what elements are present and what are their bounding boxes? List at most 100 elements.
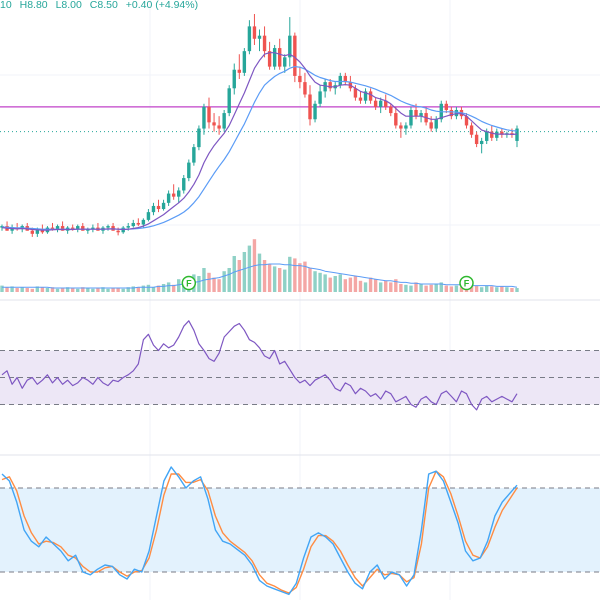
volume-bar (313, 271, 317, 292)
candle (232, 69, 236, 89)
volume-bar (207, 272, 211, 292)
volume-bar (419, 284, 423, 292)
volume-bar (363, 282, 368, 292)
volume-ma-line (2, 263, 518, 289)
volume-bar (505, 287, 509, 292)
candle (242, 51, 247, 73)
candle (373, 100, 378, 107)
volume-bar (444, 285, 449, 292)
volume-bar (227, 268, 231, 292)
volume-bar (141, 285, 146, 292)
candle (131, 222, 135, 227)
candle (298, 75, 302, 83)
volume-bar (328, 277, 332, 292)
volume-bar (277, 268, 282, 292)
volume-bar (318, 272, 322, 292)
candle (389, 106, 393, 114)
volume-bar (353, 276, 358, 292)
candle (86, 229, 90, 231)
volume-bar (106, 288, 110, 292)
volume-bar (283, 269, 287, 292)
candle (192, 147, 196, 163)
volume-bar (55, 288, 60, 292)
candle (50, 227, 55, 230)
volume-bar (146, 284, 151, 292)
volume-bar (394, 279, 398, 292)
candle (166, 193, 171, 203)
legend-open: 10 (0, 0, 12, 11)
candle (35, 229, 40, 234)
rsi-pane[interactable] (0, 320, 600, 411)
volume-bar (116, 288, 120, 292)
volume-bar (323, 274, 327, 292)
candle (414, 109, 418, 117)
volume-bar (368, 277, 373, 292)
volume-bar (378, 282, 383, 292)
volume-bar (161, 284, 166, 292)
candle (277, 48, 282, 67)
volume-bar (91, 288, 95, 292)
price-pane[interactable] (0, 14, 600, 237)
volume-bar (348, 277, 353, 292)
volume-bar (60, 288, 65, 292)
marker-icon (181, 275, 197, 291)
candle (328, 82, 332, 89)
volume-bar (293, 258, 297, 292)
volume-bar (242, 252, 247, 292)
volume-bar (333, 276, 337, 292)
volume-bar (156, 285, 161, 292)
candle (141, 219, 146, 225)
candle (146, 212, 151, 220)
candle (151, 205, 156, 213)
volume-bar (474, 285, 479, 292)
volume-bar (70, 288, 75, 292)
candle (10, 227, 14, 231)
volume-bar (257, 253, 262, 292)
candle (212, 122, 216, 126)
marker-label: F (464, 279, 470, 289)
volume-bar (303, 261, 307, 292)
ma-fast-line (1, 52, 518, 231)
volume-bar (50, 287, 55, 292)
stochastic-d-line (1, 470, 518, 594)
volume-bar (449, 286, 454, 292)
candle (156, 205, 161, 210)
volume-bar (338, 274, 342, 292)
candle (262, 35, 267, 52)
volume-bar (10, 286, 14, 292)
stochastic-pane[interactable] (0, 466, 600, 596)
volume-bar (15, 288, 19, 292)
volume-bar (126, 287, 130, 292)
candle (76, 226, 80, 230)
legend-change: +0.40 (+4.94%) (125, 0, 199, 11)
candle (404, 125, 408, 129)
volume-bar (308, 268, 312, 292)
volume-bar (404, 284, 408, 292)
legend-high: H8.80 (19, 0, 48, 11)
candle (429, 122, 433, 129)
volume-bar (222, 271, 226, 292)
volume-bar (35, 286, 40, 292)
candle (0, 226, 4, 228)
candle (217, 125, 221, 129)
candle (303, 82, 307, 95)
candle (227, 88, 231, 114)
volume-bar (434, 284, 438, 292)
volume-bar (454, 285, 459, 292)
volume-bar (20, 287, 24, 292)
candle (197, 128, 201, 148)
candle (343, 75, 348, 83)
marker-label: F (186, 279, 192, 289)
volume-bar (5, 287, 9, 292)
candle (247, 26, 252, 52)
candle (202, 106, 206, 129)
ma-slow-line (1, 65, 518, 230)
candle (30, 230, 34, 234)
candle (394, 113, 398, 126)
volume-bar (247, 245, 252, 292)
volume-bar (479, 287, 484, 292)
candle (358, 97, 363, 101)
candle (252, 26, 257, 39)
